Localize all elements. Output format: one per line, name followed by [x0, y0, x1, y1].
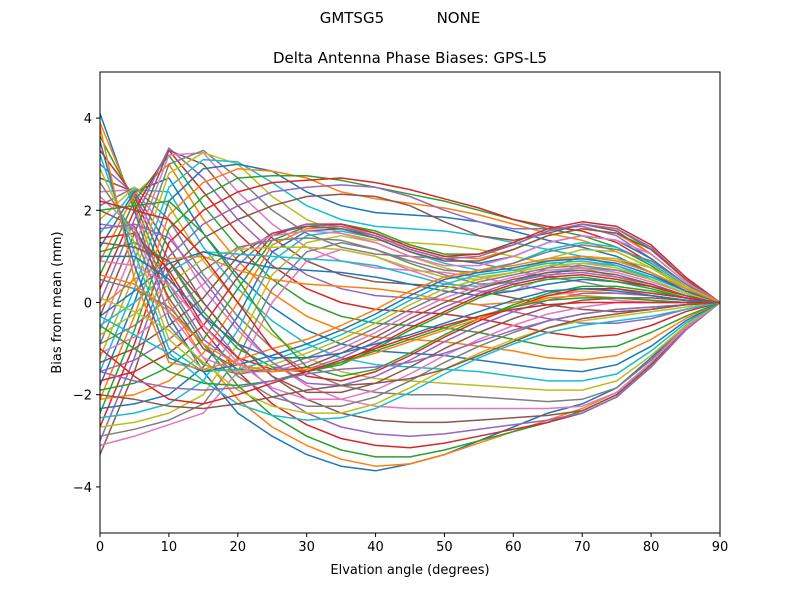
x-tick-label: 40 [367, 540, 384, 555]
series-line [99, 200, 721, 378]
y-axis: −4 −2 0 2 4 [73, 112, 100, 496]
series-line [99, 127, 721, 371]
chart-title: Delta Antenna Phase Biases: GPS-L5 [273, 49, 547, 67]
x-tick-label: 90 [712, 540, 729, 555]
series-line [99, 147, 721, 324]
series-line [99, 163, 721, 386]
x-tick-label: 70 [574, 540, 591, 555]
x-tick-label: 60 [505, 540, 522, 555]
series-line [99, 246, 721, 336]
series-line [99, 188, 721, 410]
series-line [99, 241, 721, 373]
series-line [99, 186, 721, 403]
x-axis: 0 10 20 30 40 50 60 70 80 90 [96, 533, 728, 555]
y-tick-label: −4 [73, 481, 92, 496]
x-tick-label: 0 [96, 540, 104, 555]
series-line [99, 223, 721, 373]
series-line [99, 237, 721, 345]
figure-suptitle: GMTSG5 NONE [319, 9, 481, 27]
series-line [99, 195, 721, 373]
x-tick-label: 10 [161, 540, 178, 555]
series-line [99, 177, 721, 428]
series-line [99, 297, 720, 387]
series-line [99, 223, 721, 387]
series-line [99, 230, 721, 354]
series-line [99, 209, 721, 373]
y-tick-label: 4 [84, 112, 92, 127]
series-line [99, 200, 721, 382]
series-line [99, 149, 721, 338]
series-line [99, 193, 721, 455]
y-tick-label: −2 [73, 389, 92, 404]
y-axis-title: Bias from mean (mm) [50, 231, 65, 373]
series-line [99, 225, 721, 364]
x-tick-label: 20 [230, 540, 247, 555]
series-line [99, 301, 721, 391]
series-line [100, 255, 721, 359]
series-line [99, 154, 721, 350]
y-tick-label: 2 [84, 204, 92, 219]
series-line [99, 301, 720, 405]
x-axis-title: Elvation angle (degrees) [330, 563, 489, 578]
y-tick-label: 0 [84, 297, 92, 312]
series-line [99, 182, 721, 375]
series-line [99, 297, 721, 414]
series-layer [99, 113, 721, 472]
series-line [99, 184, 721, 442]
x-tick-label: 30 [298, 540, 315, 555]
series-line [99, 141, 721, 373]
series-line [99, 301, 721, 410]
x-tick-label: 80 [643, 540, 660, 555]
x-tick-label: 50 [436, 540, 453, 555]
series-line [99, 301, 721, 421]
